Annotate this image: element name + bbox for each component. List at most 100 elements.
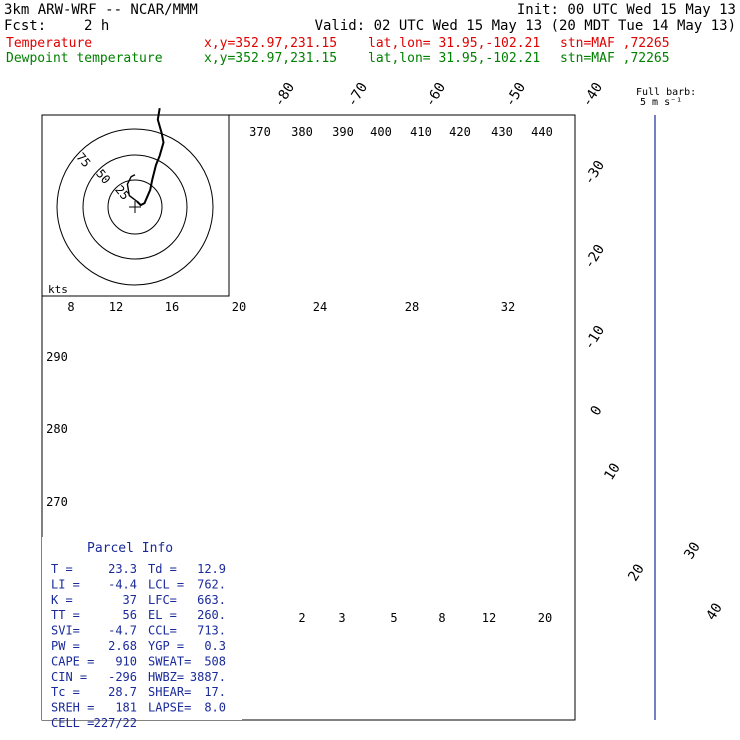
parcel-key: EL = <box>148 608 177 622</box>
temperature-xy: x,y=352.97,231.15 <box>204 36 338 51</box>
parcel-value: 3887. <box>190 670 226 684</box>
parcel-value: 0.3 <box>204 639 226 653</box>
parcel-value: 663. <box>197 593 226 607</box>
parcel-value: 17. <box>204 685 226 699</box>
parcel-key: LFC= <box>148 593 177 607</box>
parcel-key: YGP = <box>148 639 184 653</box>
parcel-value: 181 <box>115 701 137 715</box>
parcel-key: SWEAT= <box>148 654 191 668</box>
theta-label: 390 <box>332 125 354 139</box>
isotherm-label: 10 <box>601 460 624 483</box>
parcel-value: 713. <box>197 624 226 638</box>
parcel-value: 37 <box>123 593 137 607</box>
theta-label: 430 <box>491 125 513 139</box>
isotherm-label: -80 <box>271 80 298 110</box>
theta-label: 370 <box>249 125 271 139</box>
mixing-ratio-label: 8 <box>438 611 445 625</box>
hodograph-speed-label: 32 <box>501 300 515 314</box>
theta-label: 400 <box>370 125 392 139</box>
parcel-value: 12.9 <box>197 562 226 576</box>
isotherm-label: -60 <box>422 80 449 110</box>
parcel-key: SVI= <box>51 624 80 638</box>
dewpoint-legend: Dewpoint temperature <box>6 51 163 66</box>
parcel-key: Td = <box>148 562 177 576</box>
hodograph-ring <box>56 128 214 286</box>
hodograph-speed-label: 8 <box>67 300 74 314</box>
temperature-latlon: lat,lon= 31.95,-102.21 <box>368 36 541 51</box>
hodograph-inset <box>41 108 230 297</box>
parcel-info-box <box>42 537 242 720</box>
parcel-key: K = <box>51 593 73 607</box>
parcel-value: 910 <box>115 654 137 668</box>
theta-label: 440 <box>531 125 553 139</box>
hodograph-ring <box>107 179 163 235</box>
mixing-ratio-label: 2 <box>298 611 305 625</box>
hodograph-speed-label: 28 <box>405 300 419 314</box>
model-title: 3km ARW-WRF -- NCAR/MMM <box>4 2 198 18</box>
isotherm-label: -40 <box>579 80 606 110</box>
theta-label: 410 <box>410 125 432 139</box>
plot-frame <box>41 114 576 721</box>
parcel-value: 8.0 <box>204 701 226 715</box>
hodograph-ring <box>82 154 188 260</box>
hodograph-speed-label: 16 <box>165 300 179 314</box>
parcel-value: 2.68 <box>108 639 137 653</box>
temperature-station: stn=MAF ,72265 <box>560 36 670 51</box>
parcel-value: 56 <box>123 608 137 622</box>
mixing-ratio-label: 12 <box>482 611 496 625</box>
hodograph-trace <box>126 174 138 202</box>
parcel-value: 260. <box>197 608 226 622</box>
theta-label: 380 <box>291 125 313 139</box>
parcel-value: -4.7 <box>108 624 137 638</box>
parcel-key: Tc = <box>51 685 80 699</box>
parcel-value: 23.3 <box>108 562 137 576</box>
hodograph-speed-label: 20 <box>232 300 246 314</box>
hodograph-speed-label: 12 <box>109 300 123 314</box>
isotherm-label: -50 <box>502 80 529 110</box>
parcel-value: 28.7 <box>108 685 137 699</box>
hodograph-speed-label: 24 <box>313 300 327 314</box>
init-time: Init: 00 UTC Wed 15 May 13 <box>516 2 736 18</box>
parcel-key: HWBZ= <box>148 670 184 684</box>
parcel-value: 762. <box>197 577 226 591</box>
parcel-value: -296 <box>108 670 137 684</box>
theta-label: 280 <box>46 422 68 436</box>
parcel-value: -4.4 <box>108 577 137 591</box>
isotherm-label: 0 <box>588 403 606 419</box>
parcel-key: SHEAR= <box>148 685 191 699</box>
theta-label: 270 <box>46 495 68 509</box>
wind-barb-title: Full barb: <box>636 87 696 98</box>
theta-label: 290 <box>46 350 68 364</box>
theta-label: 420 <box>449 125 471 139</box>
mixing-ratio-label: 20 <box>538 611 552 625</box>
parcel-info-title: Parcel Info <box>87 541 173 556</box>
valid-time: Valid: 02 UTC Wed 15 May 13 (20 MDT Tue … <box>314 18 736 34</box>
parcel-key: LAPSE= <box>148 701 191 715</box>
parcel-key: LCL = <box>148 577 184 591</box>
temperature-legend: Temperature <box>6 36 93 51</box>
parcel-key: CIN = <box>51 670 87 684</box>
isotherm-label: -30 <box>581 158 608 188</box>
isotherm-label: -70 <box>344 80 371 110</box>
parcel-key: SREH = <box>51 701 94 715</box>
mixing-ratio-label: 5 <box>390 611 397 625</box>
parcel-key: LI = <box>51 577 80 591</box>
parcel-key: TT = <box>51 608 80 622</box>
parcel-key: CCL= <box>148 624 177 638</box>
parcel-key: PW = <box>51 639 80 653</box>
fcst-value: 2 h <box>84 18 110 34</box>
parcel-value: 508 <box>204 654 226 668</box>
fcst-label: Fcst: <box>4 18 47 34</box>
dewpoint-xy: x,y=352.97,231.15 <box>204 51 338 66</box>
isotherm-label: -10 <box>581 323 608 353</box>
isotherm-label: 30 <box>681 539 704 562</box>
isotherm-label: 40 <box>703 600 726 623</box>
hodograph-trace <box>136 108 165 207</box>
dewpoint-latlon: lat,lon= 31.95,-102.21 <box>368 51 541 66</box>
parcel-key: CAPE = <box>51 654 94 668</box>
dewpoint-station: stn=MAF ,72265 <box>560 51 670 66</box>
mixing-ratio-label: 3 <box>338 611 345 625</box>
wind-barb-unit: 5 m s⁻¹ <box>640 97 682 108</box>
isotherm-label: 20 <box>625 561 648 584</box>
